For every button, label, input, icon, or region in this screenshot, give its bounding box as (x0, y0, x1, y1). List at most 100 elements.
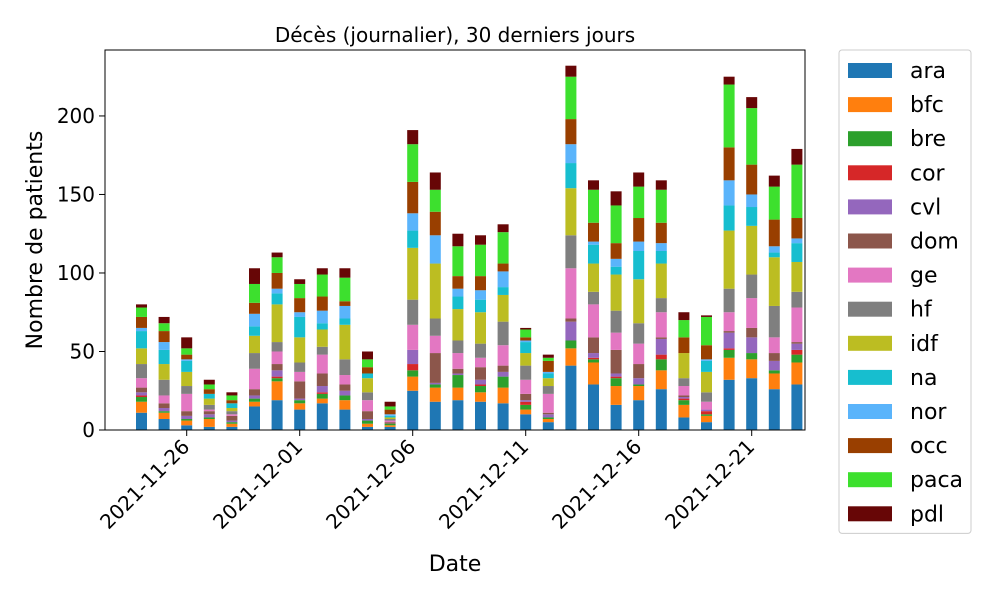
bar-segment-bre (768, 370, 780, 374)
bar-segment-idf (294, 337, 306, 363)
bar-segment-idf (723, 230, 735, 289)
x-tick-label: 2021-11-26 (95, 435, 194, 534)
bar-segment-ge (203, 409, 215, 412)
legend-label-bfc: bfc (910, 93, 944, 118)
bar-segment-ge (158, 395, 170, 404)
bar-segment-ara (791, 384, 803, 430)
bar-segment-cvl (520, 400, 532, 402)
bar-segment-cvl (588, 353, 599, 358)
bar-segment-na (136, 331, 147, 349)
bar-segment-pdl (542, 354, 554, 358)
bar-segment-idf (136, 348, 147, 365)
bar-segment-paca (136, 307, 147, 317)
bar-segment-hf (520, 365, 532, 380)
bar-segment-bre (542, 417, 554, 420)
bar-segment-na (565, 163, 577, 189)
bar-segment-bre (746, 353, 758, 360)
bar-segment-nor (384, 414, 396, 416)
legend-swatch-bfc (848, 97, 892, 113)
bar-segment-occ (429, 211, 441, 236)
bar-segment-dom (542, 412, 554, 415)
bar-segment-pdl (791, 148, 803, 165)
y-tick-label: 100 (57, 261, 95, 285)
bar-segment-paca (475, 244, 486, 277)
bar-segment-ge (791, 307, 803, 343)
bar-segment-paca (407, 144, 419, 182)
bar-segment-idf (384, 417, 396, 420)
bar-segment-ge (542, 393, 554, 413)
bar-segment-nor (271, 288, 283, 294)
bar-segment-paca (339, 277, 351, 302)
bar-segment-nor (768, 246, 780, 253)
bar-segment-pdl (226, 392, 238, 396)
bar-segment-occ (294, 298, 306, 313)
bar-segment-occ (791, 218, 803, 239)
bar-segment-bfc (203, 419, 215, 427)
bar-segment-paca (203, 384, 215, 390)
bar-segment-ara (294, 409, 306, 430)
bar-segment-bfc (181, 420, 193, 426)
bar-segment-ge (271, 351, 283, 365)
bar-segment-hf (633, 323, 645, 344)
bar-segment-bfc (768, 373, 780, 390)
bar-segment-ge (181, 393, 193, 412)
bar-segment-bfc (271, 381, 283, 401)
bar-segment-dom (633, 364, 645, 379)
bar-segment-dom (203, 411, 215, 415)
bar-segment-dom (497, 365, 509, 372)
bar-segment-nor (791, 238, 803, 244)
bar-segment-cvl (316, 386, 328, 393)
bar-segment-dom (429, 353, 441, 383)
bar-segment-paca (565, 76, 577, 120)
bar-segment-occ (678, 337, 690, 354)
bar-segment-hf (791, 291, 803, 308)
bar-segment-bre (316, 393, 328, 399)
legend-swatch-pdl (848, 506, 892, 522)
bar-segment-nor (452, 288, 464, 297)
bar-segment-ara (565, 365, 577, 430)
bar-segment-cvl (610, 373, 622, 377)
bar-segment-occ (633, 218, 645, 242)
legend-swatch-nor (848, 404, 892, 419)
bar-segment-cor (655, 354, 667, 360)
bar-segment-paca (316, 274, 328, 297)
bar-segment-dom (791, 342, 803, 344)
bar-segment-paca (158, 323, 170, 332)
bar-segment-pdl (588, 180, 599, 190)
bar-segment-ge (384, 420, 396, 423)
bar-segment-na (339, 318, 351, 325)
bar-segment-cvl (226, 420, 238, 423)
bar-segment-pdl (249, 268, 260, 284)
bar-segment-dom (588, 337, 599, 354)
legend-swatch-occ (848, 438, 892, 454)
bar-segment-cvl (633, 378, 645, 385)
bar-segment-idf (452, 309, 464, 341)
bar-segment-idf (655, 263, 667, 299)
bar-segment-bre (701, 414, 712, 416)
bar-segment-ara (497, 403, 509, 430)
bar-segment-occ (542, 360, 554, 372)
bar-segment-na (226, 403, 238, 409)
bar-segment-paca (452, 246, 464, 277)
bar-segment-idf (429, 263, 441, 319)
legend-label-pdl: pdl (910, 502, 944, 527)
bar-segment-bfc (384, 425, 396, 427)
legend-swatch-idf (848, 335, 892, 351)
bar-segment-dom (746, 327, 758, 338)
bar-segment-ara (768, 389, 780, 430)
legend-swatch-paca (848, 472, 892, 488)
bar-segment-occ (362, 367, 373, 374)
bar-segment-occ (384, 409, 396, 415)
bar-segment-pdl (633, 172, 645, 187)
bar-segment-nor (136, 327, 147, 332)
bar-segment-bfc (520, 409, 532, 415)
bar-segment-bfc (316, 398, 328, 404)
bar-segment-ara (633, 400, 645, 430)
legend-label-ara: ara (910, 59, 946, 84)
plot-area-frame (104, 49, 806, 431)
bar-segment-bfc (429, 387, 441, 402)
bar-segment-bfc (407, 376, 419, 391)
bar-segment-nor (542, 371, 554, 374)
bar-segment-dom (452, 368, 464, 374)
bar-segment-bre (339, 395, 351, 401)
